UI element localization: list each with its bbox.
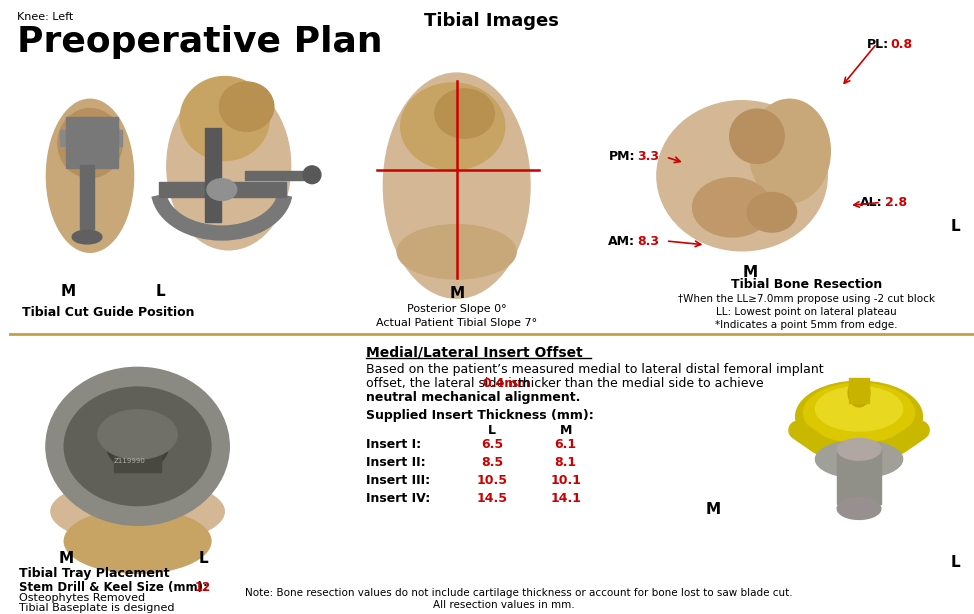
Text: †When the LL≥7.0mm propose using -2 cut block: †When the LL≥7.0mm propose using -2 cut … [678, 294, 935, 305]
Text: AM:: AM: [608, 235, 635, 248]
Ellipse shape [838, 498, 880, 519]
Text: LL: Lowest point on lateral plateau: LL: Lowest point on lateral plateau [716, 307, 897, 317]
Text: All resection values in mm.: All resection values in mm. [433, 600, 575, 610]
Ellipse shape [796, 381, 922, 453]
Text: Z119990: Z119990 [114, 458, 145, 464]
Text: Tibial Baseplate is designed: Tibial Baseplate is designed [19, 604, 174, 613]
Bar [849, 378, 869, 403]
Bar [80, 165, 94, 229]
Bar [66, 117, 118, 168]
Ellipse shape [107, 422, 169, 470]
Text: M: M [60, 284, 75, 300]
Text: PM:: PM: [609, 150, 635, 163]
Ellipse shape [64, 387, 211, 505]
Text: Stem Drill & Keel Size (mm):: Stem Drill & Keel Size (mm): [19, 581, 207, 594]
Ellipse shape [815, 440, 903, 478]
Ellipse shape [848, 379, 870, 407]
Text: Insert II:: Insert II: [365, 456, 425, 469]
Ellipse shape [167, 82, 290, 250]
Text: 14.5: 14.5 [477, 492, 507, 505]
Text: *Indicates a point 5mm from edge.: *Indicates a point 5mm from edge. [715, 320, 898, 330]
Ellipse shape [206, 179, 237, 200]
Ellipse shape [400, 83, 505, 170]
Text: Knee: Left: Knee: Left [17, 12, 73, 22]
Ellipse shape [397, 225, 516, 279]
Text: 8.5: 8.5 [481, 456, 504, 469]
Ellipse shape [57, 109, 122, 177]
Text: Tibial Cut Guide Position: Tibial Cut Guide Position [21, 306, 194, 319]
Text: Note: Bone resection values do not include cartilage thickness or account for bo: Note: Bone resection values do not inclu… [244, 588, 792, 597]
Text: 12: 12 [195, 581, 211, 594]
Ellipse shape [656, 101, 827, 251]
Ellipse shape [693, 177, 771, 237]
Ellipse shape [730, 109, 784, 163]
Text: M: M [559, 424, 572, 437]
Text: 10.5: 10.5 [477, 474, 507, 487]
Ellipse shape [46, 367, 229, 526]
Text: L: L [156, 284, 165, 300]
FancyArrowPatch shape [798, 430, 819, 445]
Bar [160, 182, 286, 198]
Ellipse shape [804, 383, 915, 443]
Text: Insert I:: Insert I: [365, 438, 421, 451]
Text: Tibial Images: Tibial Images [424, 12, 559, 30]
Text: 2.8: 2.8 [884, 195, 907, 209]
Ellipse shape [434, 89, 495, 138]
Text: AL:: AL: [860, 195, 882, 209]
Text: 6.5: 6.5 [481, 438, 504, 451]
Text: offset, the lateral side is: offset, the lateral side is [365, 377, 522, 391]
Text: Supplied Insert Thickness (mm):: Supplied Insert Thickness (mm): [365, 409, 593, 422]
Ellipse shape [47, 99, 133, 252]
Text: L: L [199, 551, 208, 566]
Text: M: M [705, 502, 721, 516]
Text: 8.3: 8.3 [637, 235, 659, 248]
Ellipse shape [98, 410, 177, 459]
Text: Medial/Lateral Insert Offset: Medial/Lateral Insert Offset [365, 346, 582, 360]
Text: 0.8: 0.8 [891, 37, 913, 50]
Text: PL:: PL: [867, 37, 888, 50]
Text: M: M [58, 551, 73, 566]
Text: Osteophytes Removed: Osteophytes Removed [19, 594, 145, 604]
Text: Posterior Slope 0°: Posterior Slope 0° [407, 304, 506, 314]
Text: M: M [449, 286, 465, 301]
Text: Preoperative Plan: Preoperative Plan [17, 25, 383, 59]
Text: Insert IV:: Insert IV: [365, 492, 430, 505]
Text: L: L [951, 219, 960, 234]
Text: 6.1: 6.1 [554, 438, 577, 451]
Ellipse shape [838, 438, 880, 460]
Ellipse shape [747, 193, 797, 232]
Text: thicker than the medial side to achieve: thicker than the medial side to achieve [514, 377, 764, 391]
Text: 14.1: 14.1 [550, 492, 581, 505]
Text: Based on the patient’s measured medial to lateral distal femoral implant: Based on the patient’s measured medial t… [365, 363, 823, 376]
Text: 8.1: 8.1 [554, 456, 577, 469]
Bar [838, 449, 880, 503]
Text: L: L [488, 424, 497, 437]
Ellipse shape [64, 509, 211, 573]
Bar [60, 130, 122, 146]
Ellipse shape [749, 99, 830, 203]
Text: L: L [951, 555, 960, 570]
Ellipse shape [303, 166, 320, 184]
Ellipse shape [180, 77, 270, 160]
Text: Insert III:: Insert III: [365, 474, 430, 487]
Ellipse shape [219, 82, 274, 131]
Ellipse shape [51, 480, 224, 543]
Text: 3.3: 3.3 [637, 150, 659, 163]
Bar [244, 171, 309, 180]
Ellipse shape [384, 73, 530, 298]
Bar [114, 440, 162, 472]
Text: M: M [742, 265, 758, 279]
Text: neutral mechanical alignment.: neutral mechanical alignment. [365, 391, 580, 404]
Text: Tibial Bone Resection: Tibial Bone Resection [730, 279, 882, 292]
Text: Actual Patient Tibial Slope 7°: Actual Patient Tibial Slope 7° [376, 318, 538, 328]
Ellipse shape [72, 230, 102, 244]
Text: 10.1: 10.1 [550, 474, 581, 487]
FancyArrowPatch shape [899, 430, 920, 445]
Bar [205, 128, 221, 222]
Text: 0.4mm: 0.4mm [482, 377, 531, 391]
Ellipse shape [815, 387, 903, 431]
Text: Tibial Tray Placement: Tibial Tray Placement [19, 567, 169, 580]
